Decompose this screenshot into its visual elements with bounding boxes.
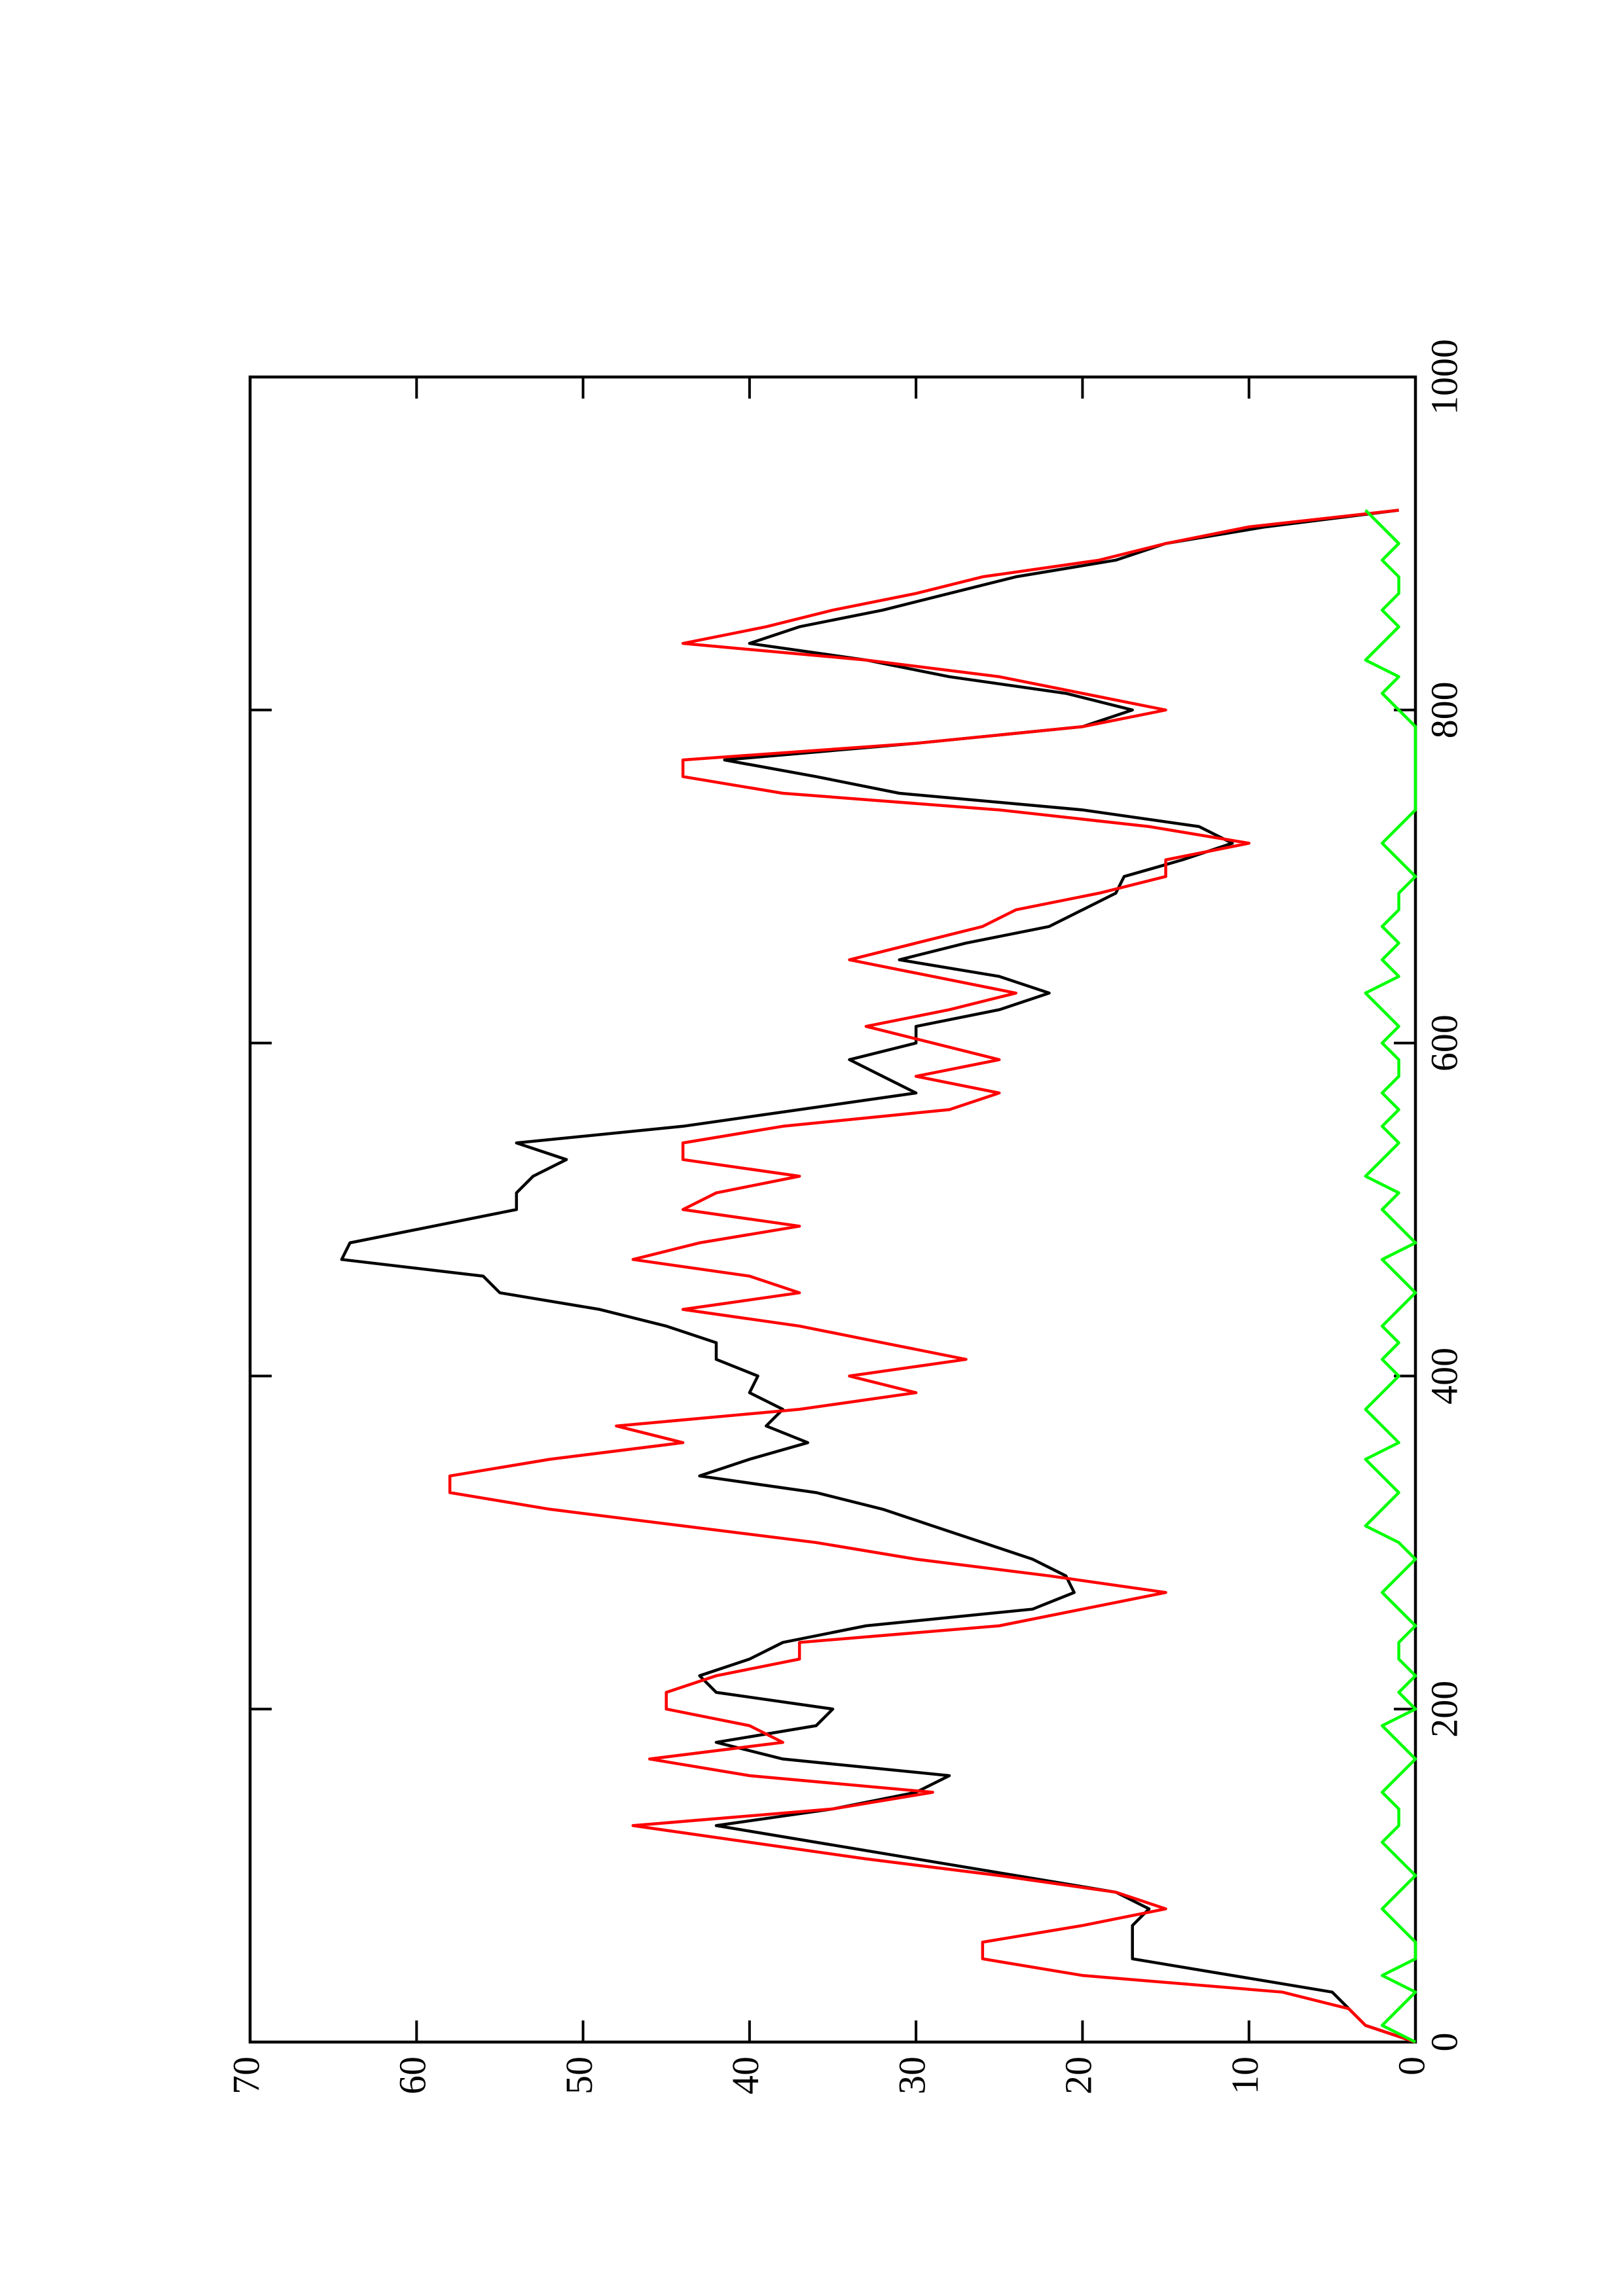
x-tick-label: 0 — [1423, 2033, 1465, 2052]
y-tick-label: 40 — [724, 2056, 767, 2094]
y-tick-label: 50 — [558, 2056, 600, 2094]
x-tick-label: 200 — [1423, 1681, 1465, 1738]
y-tick-label: 70 — [225, 2056, 267, 2094]
plot-frame — [248, 375, 1417, 2044]
series-line — [1364, 509, 1417, 2044]
x-tick-label: 600 — [1423, 1014, 1465, 1071]
x-tick-label: 800 — [1423, 681, 1465, 738]
x-tick-label: 400 — [1423, 1348, 1465, 1405]
plot-area: 0 200 400 600 800 1000 0 10 20 30 40 50 60 70 — [225, 339, 1465, 2094]
y-tick-label: 60 — [392, 2056, 434, 2094]
series-line — [340, 509, 1416, 2044]
y-tick-label: 0 — [1390, 2056, 1432, 2075]
x-tick-label: 1000 — [1423, 339, 1465, 415]
series-line — [448, 509, 1416, 2044]
y-tick-label: 10 — [1224, 2056, 1266, 2094]
y-tick-label: 20 — [1057, 2056, 1100, 2094]
y-tick-label: 30 — [890, 2056, 933, 2094]
